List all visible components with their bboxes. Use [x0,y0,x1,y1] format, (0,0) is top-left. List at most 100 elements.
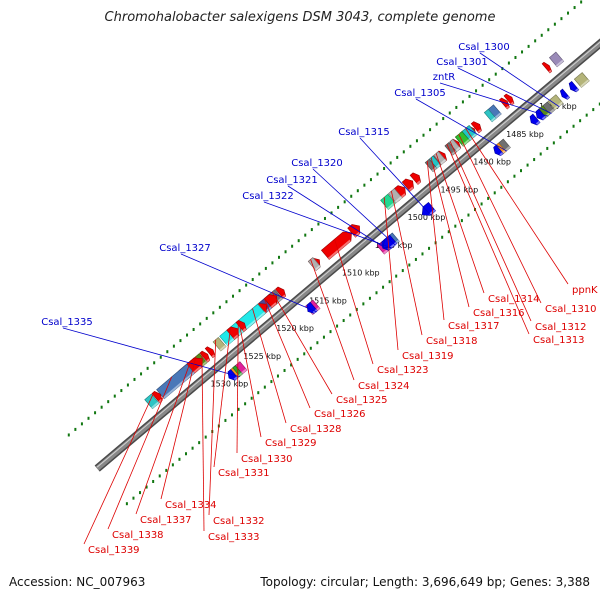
forward-tick-mark [487,196,490,200]
reverse-gene[interactable] [503,93,515,106]
reverse-tick-mark [94,411,97,415]
forward-tick-mark [565,130,568,134]
gene-highlight [394,196,403,203]
reverse-tick-mark [277,255,280,259]
forward-tick-mark [447,230,450,234]
reverse-tick-mark [534,39,537,43]
gene-label[interactable]: Csal_1330 [241,454,293,465]
forward-tick-mark [185,452,188,456]
gene-label[interactable]: Csal_1331 [218,468,270,479]
gene-highlight [390,241,397,249]
reverse-gene[interactable] [470,121,482,134]
forward-tick-mark [257,391,260,395]
gene-label[interactable]: Csal_1327 [159,243,211,254]
label-leader-line [334,239,374,365]
forward-tick-mark [598,102,600,106]
reverse-gene[interactable] [541,61,553,74]
reverse-tick-mark [212,311,215,315]
reverse-tick-mark [461,100,464,104]
reverse-tick-mark [87,416,90,420]
forward-gene[interactable] [383,234,398,249]
gene-label[interactable]: Csal_1316 [473,308,525,319]
reverse-gene[interactable] [401,178,414,192]
gene-highlight [566,96,570,100]
gene-label[interactable]: Csal_1325 [336,395,388,406]
reverse-gene[interactable] [347,224,361,238]
forward-gene[interactable] [568,80,580,93]
gene-label[interactable]: Csal_1324 [358,381,410,392]
label-leader-line [208,339,217,516]
forward-tick-mark [546,146,549,150]
reverse-gene[interactable] [199,350,211,363]
gene-label[interactable]: Csal_1315 [338,127,390,138]
reverse-tick-mark [264,266,267,270]
forward-gene[interactable] [493,144,504,157]
reverse-tick-mark [429,128,432,132]
gene-highlight [440,159,447,165]
gene-label[interactable]: Csal_1329 [265,438,317,449]
gene-highlight [416,180,421,185]
reverse-gene[interactable] [483,108,497,123]
forward-tick-mark [441,235,444,239]
map-title: Chromohalobacter salexigens DSM 3043, co… [104,10,496,25]
gene-label[interactable]: Csal_1300 [458,42,510,53]
forward-tick-mark [178,457,181,461]
gene-label[interactable]: Csal_1326 [314,409,366,420]
reverse-tick-mark [192,327,195,331]
forward-tick-mark [342,319,345,323]
gene-label[interactable]: Csal_1313 [533,335,585,346]
gene-label[interactable]: Csal_1338 [112,530,164,541]
gene-highlight [242,327,247,332]
forward-tick-mark [572,124,575,128]
gene-label[interactable]: ppnK [572,285,598,296]
gene-highlight [151,401,160,409]
forward-tick-mark [454,224,457,228]
gene-label[interactable]: Csal_1323 [377,365,429,376]
reverse-gene[interactable] [144,393,160,410]
reverse-gene[interactable] [263,294,278,309]
gene-label[interactable]: Csal_1335 [41,317,93,328]
backbone-layer [94,38,600,472]
reverse-tick-mark [310,228,313,232]
gene-label[interactable]: Csal_1310 [545,304,597,315]
gene-label[interactable]: Csal_1319 [402,351,454,362]
gene-label[interactable]: Csal_1314 [488,294,540,305]
gene-label[interactable]: Csal_1333 [208,532,260,543]
gene-label[interactable]: Csal_1305 [394,88,446,99]
reverse-tick-mark [80,422,83,426]
gene-highlight [555,59,564,67]
gene-label[interactable]: Csal_1339 [88,545,140,556]
scale-tick-label: 1515 kbp [309,296,347,305]
reverse-tick-mark [67,433,70,437]
label-leader-line [238,320,262,438]
gene-label[interactable]: Csal_1301 [436,57,488,68]
forward-gene[interactable] [573,72,590,88]
gene-label[interactable]: Csal_1328 [290,424,342,435]
reverse-tick-mark [475,89,478,93]
reverse-tick-mark [113,394,116,398]
label-leader-line [312,168,396,246]
gene-label[interactable]: Csal_1320 [291,158,343,169]
gene-label[interactable]: Csal_1318 [426,336,478,347]
gene-label[interactable]: Csal_1321 [266,175,318,186]
gene-label[interactable]: Csal_1334 [165,500,217,511]
reverse-tick-mark [225,300,228,304]
gene-label[interactable]: zntR [433,72,456,83]
forward-gene[interactable] [529,113,541,126]
gene-label[interactable]: Csal_1317 [448,321,500,332]
gene-label[interactable]: Csal_1312 [535,322,587,333]
forward-tick-mark [329,330,332,334]
label-leader-line [465,128,569,285]
gene-label[interactable]: Csal_1332 [213,516,265,527]
gene-highlight [451,150,457,156]
reverse-gene[interactable] [548,51,565,68]
gene-label[interactable]: Csal_1322 [242,191,294,202]
forward-gene[interactable] [559,88,571,100]
forward-gene[interactable] [535,108,547,121]
reverse-gene[interactable] [409,172,422,185]
reverse-tick-mark [271,261,274,265]
gene-label[interactable]: Csal_1337 [140,515,192,526]
reverse-tick-mark [323,216,326,220]
gene-highlight [354,232,360,238]
